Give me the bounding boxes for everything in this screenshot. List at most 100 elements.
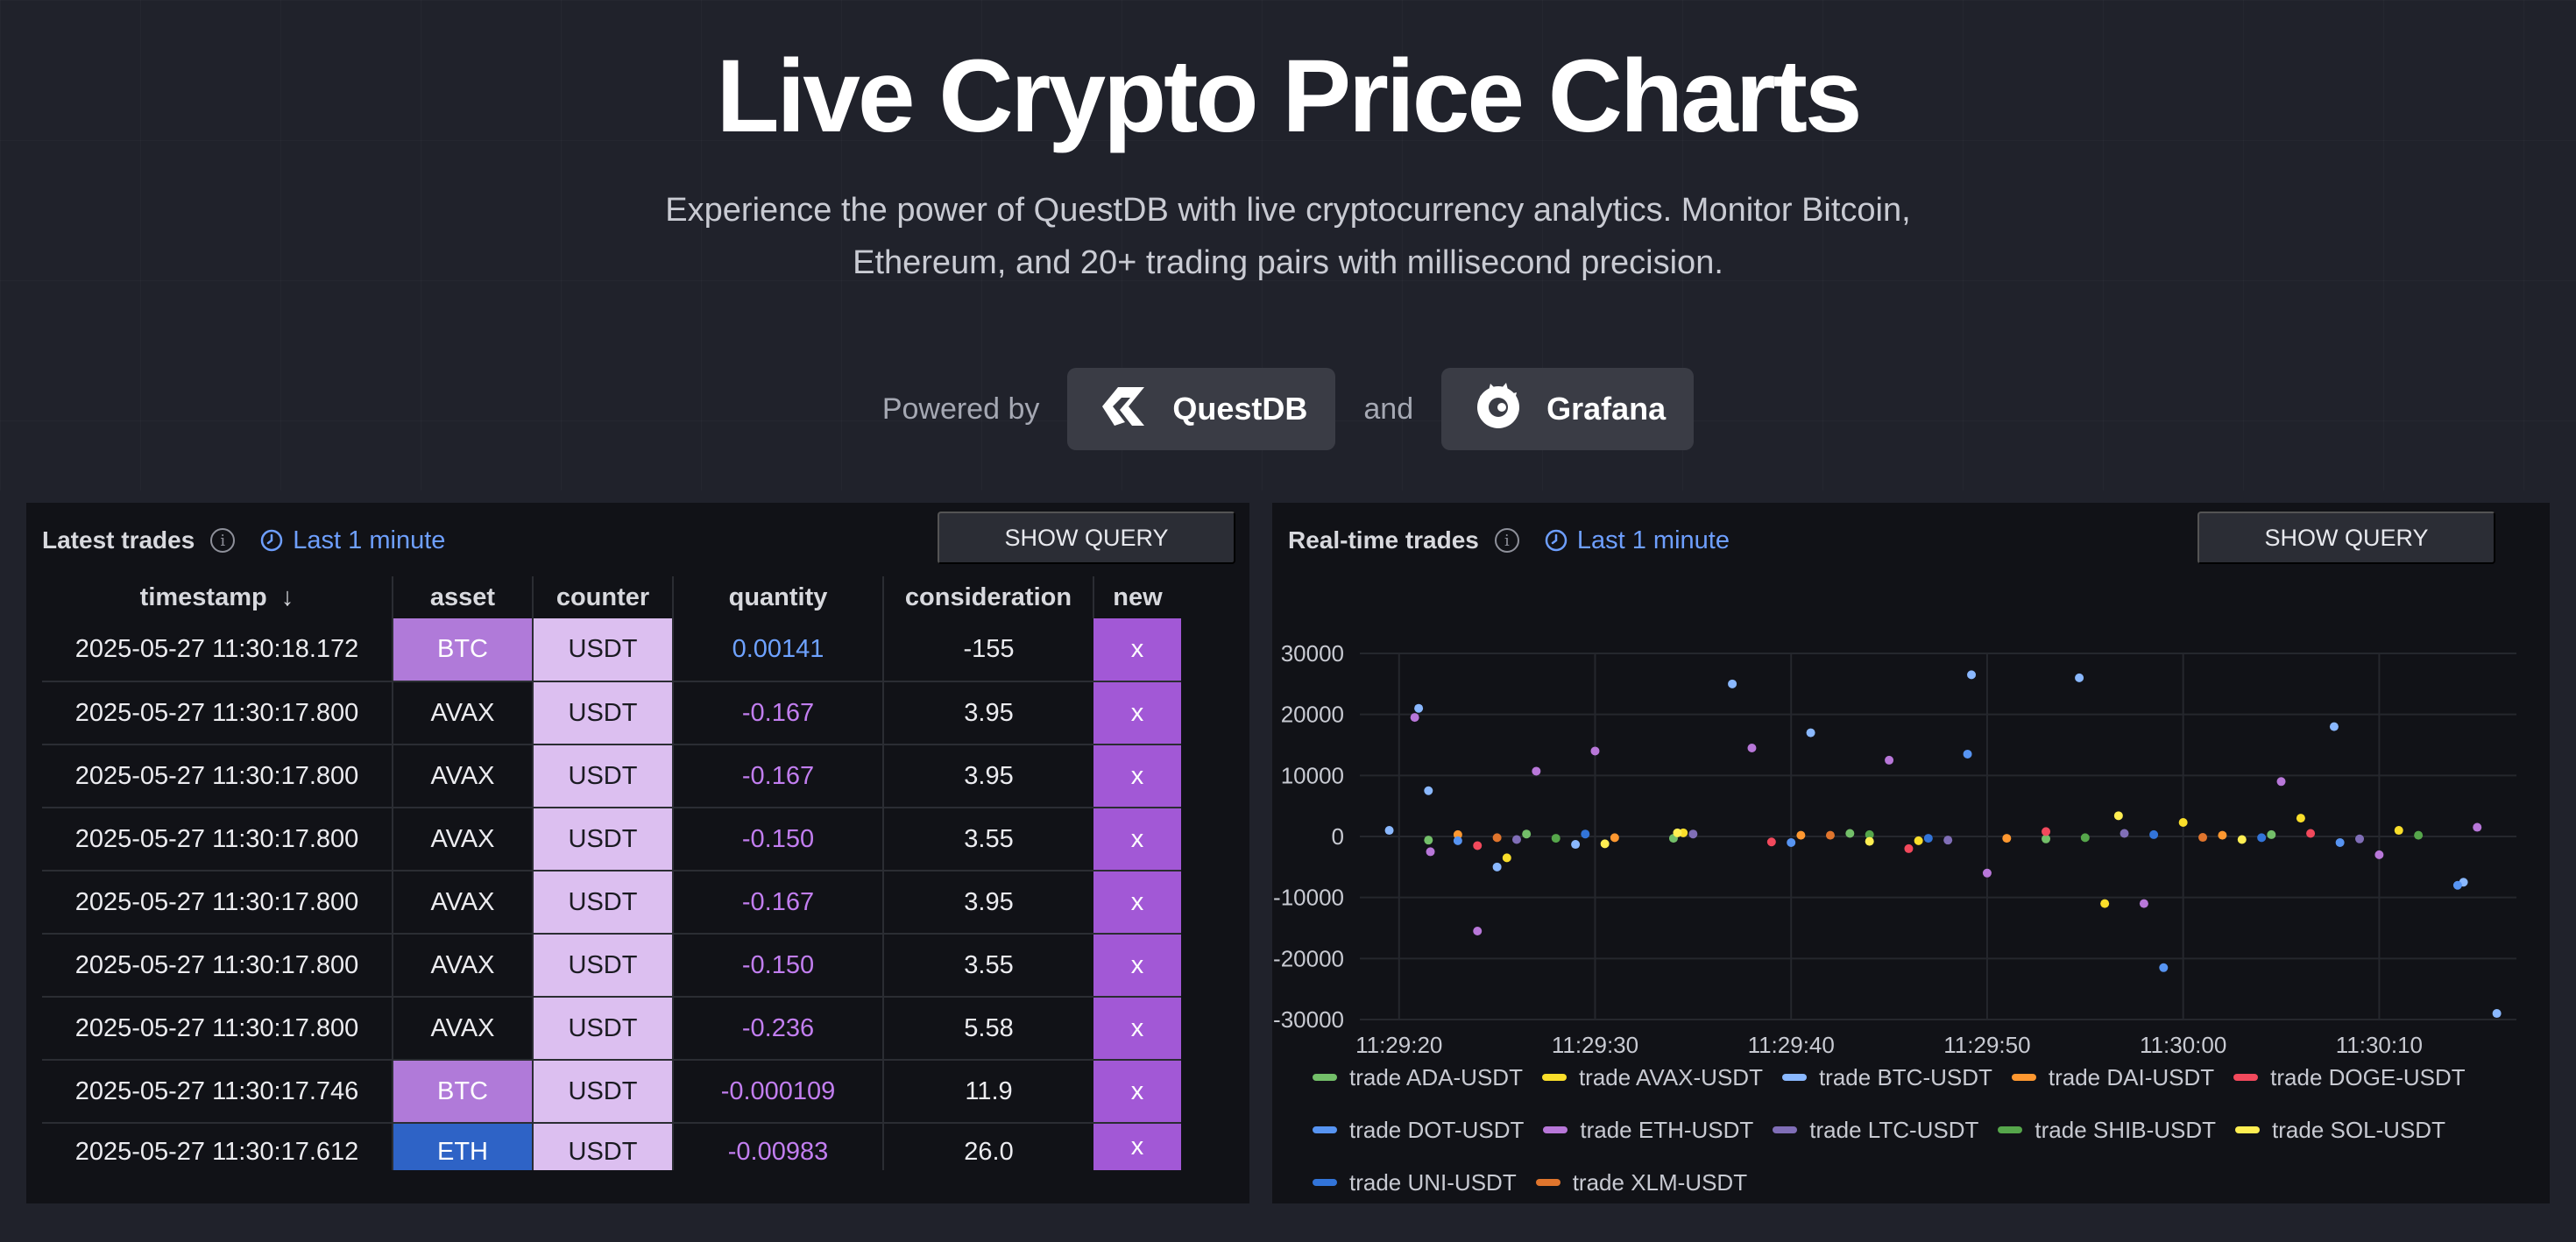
cell-new: x: [1093, 808, 1181, 872]
column-header-timestamp[interactable]: timestamp ↓: [139, 582, 294, 611]
data-point: [2120, 829, 2129, 838]
cell-quantity: -0.00983: [672, 1123, 883, 1170]
data-point: [1688, 829, 1698, 839]
data-point: [1923, 834, 1933, 843]
cell-consideration: 3.95: [882, 871, 1093, 935]
cell-counter: USDT: [532, 744, 673, 808]
legend-label: trade AVAX-USDT: [1578, 1063, 1763, 1090]
data-point: [2276, 777, 2286, 787]
data-point: [1673, 828, 1682, 837]
cell-quantity: -0.000109: [672, 1060, 883, 1124]
data-point: [2394, 826, 2403, 836]
legend-item[interactable]: trade XLM-USDT: [1535, 1168, 1748, 1196]
new-badge: x: [1093, 745, 1181, 807]
data-point: [1914, 836, 1923, 845]
legend-label: trade UNI-USDT: [1349, 1168, 1517, 1196]
time-range-picker[interactable]: Last 1 minute: [259, 526, 445, 555]
questdb-logo-icon: [1095, 377, 1153, 442]
cell-timestamp: 2025-05-27 11:30:17.800: [42, 997, 393, 1061]
cell-counter: USDT: [532, 934, 673, 998]
realtime-trades-panel: Real-time trades i Last 1 minute SHOW QU…: [1272, 503, 2550, 1203]
table-row[interactable]: 2025-05-27 11:30:17.800 AVAX USDT -0.167 3.9…: [42, 744, 1181, 808]
table-row[interactable]: 2025-05-27 11:30:17.800 AVAX USDT -0.150 3.5…: [42, 934, 1181, 998]
data-point: [2218, 830, 2227, 840]
legend-item[interactable]: trade ETH-USDT: [1543, 1116, 1753, 1144]
data-point: [1384, 826, 1394, 836]
data-point: [1787, 837, 1796, 847]
legend-item[interactable]: trade DOGE-USDT: [2233, 1063, 2466, 1091]
legend-label: trade SHIB-USDT: [2035, 1116, 2217, 1143]
table-row[interactable]: 2025-05-27 11:30:18.172 BTC USDT 0.00141 -15…: [42, 618, 1181, 682]
time-range-label: Last 1 minute: [1576, 526, 1730, 554]
data-point: [2002, 834, 2012, 843]
column-header-asset[interactable]: asset: [392, 576, 533, 618]
data-point: [2267, 829, 2276, 839]
legend-item[interactable]: trade SOL-USDT: [2235, 1116, 2445, 1144]
table-row[interactable]: 2025-05-27 11:30:17.612 ETH USDT -0.00983 26…: [42, 1123, 1181, 1170]
legend-item[interactable]: trade SHIB-USDT: [1998, 1116, 2216, 1144]
questdb-button[interactable]: QuestDB: [1067, 368, 1336, 450]
legend-item[interactable]: trade UNI-USDT: [1313, 1168, 1517, 1196]
data-point: [2178, 817, 2188, 827]
column-header-counter[interactable]: counter: [532, 576, 673, 618]
cell-counter: USDT: [532, 871, 673, 935]
new-badge: x: [1093, 872, 1181, 933]
info-icon[interactable]: i: [210, 528, 236, 553]
time-range-picker[interactable]: Last 1 minute: [1544, 526, 1730, 555]
table-row[interactable]: 2025-05-27 11:30:17.800 AVAX USDT -0.167 3.9…: [42, 871, 1181, 935]
table-row[interactable]: 2025-05-27 11:30:17.746 BTC USDT -0.000109 1…: [42, 1060, 1181, 1124]
legend-item[interactable]: trade AVAX-USDT: [1541, 1063, 1763, 1091]
legend-swatch: [1313, 1074, 1337, 1081]
column-header-quantity[interactable]: quantity: [672, 576, 883, 618]
data-point: [1410, 713, 1419, 723]
legend-item[interactable]: trade ADA-USDT: [1313, 1063, 1523, 1091]
cell-quantity: -0.236: [672, 997, 883, 1061]
legend-item[interactable]: trade DAI-USDT: [2011, 1063, 2214, 1091]
x-tick-label: 11:29:30: [1552, 1032, 1638, 1058]
legend-item[interactable]: trade BTC-USDT: [1781, 1063, 1992, 1091]
legend-item[interactable]: trade DOT-USDT: [1313, 1116, 1524, 1144]
cell-timestamp: 2025-05-27 11:30:17.800: [42, 871, 393, 935]
table-row[interactable]: 2025-05-27 11:30:17.800 AVAX USDT -0.167 3.9…: [42, 681, 1181, 745]
data-point: [1426, 847, 1435, 857]
data-point: [1943, 836, 1953, 845]
data-point: [1590, 746, 1600, 756]
cell-timestamp: 2025-05-27 11:30:17.746: [42, 1060, 393, 1124]
legend-item[interactable]: trade LTC-USDT: [1773, 1116, 1978, 1144]
show-query-button[interactable]: SHOW QUERY: [2197, 512, 2495, 564]
cell-quantity: -0.150: [672, 808, 883, 872]
new-badge: x: [1093, 998, 1181, 1059]
data-point: [1473, 926, 1483, 935]
cell-counter: USDT: [532, 997, 673, 1061]
data-point: [1492, 833, 1502, 843]
realtime-trades-chart[interactable]: 30000 20000 10000 0 -10000 -20000 -30000 11:29:…: [1272, 573, 2550, 1063]
grafana-logo-icon: [1469, 377, 1527, 442]
column-header-consideration[interactable]: consideration: [882, 576, 1093, 618]
cell-quantity: -0.150: [672, 934, 883, 998]
data-point: [2080, 833, 2090, 843]
cell-asset: ETH: [392, 1123, 533, 1170]
data-point: [2257, 833, 2267, 843]
cell-timestamp: 2025-05-27 11:30:17.612: [74, 1138, 359, 1166]
cell-asset: AVAX: [392, 871, 533, 935]
y-tick-label: -10000: [1273, 885, 1344, 911]
show-query-button[interactable]: SHOW QUERY: [938, 512, 1235, 564]
powered-by-row: Powered by QuestDB and Grafana: [0, 368, 2576, 450]
data-point: [1424, 786, 1433, 795]
cell-new: x: [1093, 744, 1181, 808]
legend-swatch: [1773, 1126, 1798, 1133]
cell-quantity: 0.00141: [672, 618, 883, 682]
info-icon[interactable]: i: [1494, 528, 1519, 553]
data-point: [1825, 830, 1835, 840]
legend-label: trade XLM-USDT: [1572, 1168, 1748, 1196]
data-point: [1806, 728, 1815, 737]
grafana-button[interactable]: Grafana: [1441, 368, 1695, 450]
table-row[interactable]: 2025-05-27 11:30:17.800 AVAX USDT -0.236 5.5…: [42, 997, 1181, 1061]
cell-counter: USDT: [532, 681, 673, 745]
clock-icon: [259, 528, 284, 553]
column-header-new[interactable]: new: [1093, 576, 1181, 618]
table-row[interactable]: 2025-05-27 11:30:17.800 AVAX USDT -0.150 3.5…: [42, 808, 1181, 872]
x-tick-label: 11:29:50: [1943, 1032, 2030, 1058]
data-point: [1473, 841, 1483, 850]
cell-asset: AVAX: [392, 681, 533, 745]
